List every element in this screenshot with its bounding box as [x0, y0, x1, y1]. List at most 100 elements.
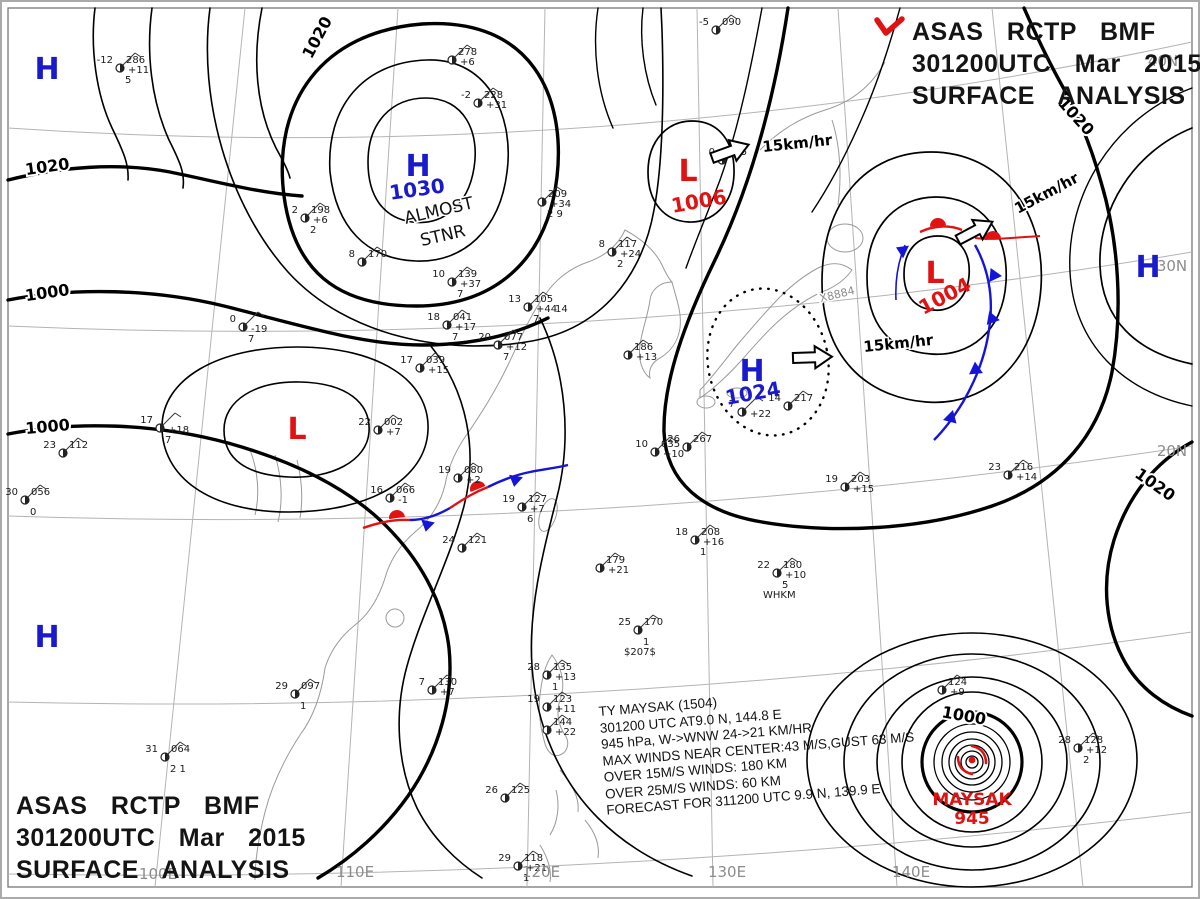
svg-text:5: 5 [782, 580, 788, 591]
station-plot: 31 064 2 1 [145, 741, 190, 775]
title-block-top-right: ASAS RCTP BMF 301200UTC Mar 2015 SURFACE… [912, 16, 1200, 112]
svg-text:112: 112 [69, 440, 88, 451]
svg-text:035: 035 [661, 439, 680, 450]
svg-text:H: H [1135, 250, 1160, 285]
station-plot: 28 128+122 [1058, 732, 1107, 766]
chart-datetime-line: 301200UTC Mar 2015 [912, 50, 1200, 78]
map-annotation-label: STNR [418, 221, 467, 251]
latitude-label: 20N [1157, 442, 1187, 460]
svg-text:10: 10 [432, 269, 445, 280]
svg-text:H: H [34, 620, 59, 655]
svg-text:5: 5 [125, 75, 131, 86]
svg-text:228: 228 [484, 90, 503, 101]
station-plot: 26 125 [485, 782, 530, 803]
station-plot: 22 002+7 [358, 414, 403, 438]
svg-text:+11: +11 [555, 704, 576, 715]
station-plot: 0 -197 [230, 311, 267, 345]
svg-text:039: 039 [426, 355, 445, 366]
svg-text:2: 2 [310, 225, 316, 236]
svg-text:WHKM: WHKM [763, 590, 796, 601]
svg-text:+17: +17 [455, 322, 476, 333]
svg-text:128: 128 [1084, 735, 1103, 746]
station-plot: 16 066-1 [370, 482, 415, 506]
svg-text:1: 1 [643, 637, 649, 648]
svg-text:2 1: 2 1 [170, 764, 186, 775]
station-plot: 29 118+211 [498, 850, 547, 884]
svg-text:26: 26 [667, 434, 680, 445]
pressure-center-high: H [1135, 250, 1160, 285]
chart-type-line: SURFACE ANALYSIS [16, 856, 290, 884]
isobar-value-label: 1000 [24, 280, 71, 305]
svg-text:18: 18 [675, 527, 688, 538]
svg-text:2 9: 2 9 [547, 209, 563, 220]
station-plot: 23 216+14 [988, 459, 1037, 483]
movement-speed-label: 15km/hr [1011, 168, 1082, 217]
svg-text:056: 056 [31, 487, 50, 498]
svg-text:+13: +13 [636, 352, 657, 363]
svg-text:139: 139 [458, 269, 477, 280]
svg-text:14: 14 [555, 304, 568, 315]
svg-text:+6: +6 [460, 57, 475, 68]
svg-text:+7: +7 [440, 687, 455, 698]
svg-text:22: 22 [358, 417, 371, 428]
svg-text:267: 267 [693, 434, 712, 445]
svg-text:7: 7 [457, 289, 463, 300]
svg-text:180: 180 [783, 560, 802, 571]
movement-speed-label: 15km/hr [762, 131, 834, 156]
svg-text:0: 0 [230, 314, 236, 325]
svg-text:1004: 1004 [915, 272, 975, 319]
station-plot: 26 267 [667, 431, 712, 452]
svg-text:23: 23 [43, 440, 56, 451]
station-plot: 19 123+11 [527, 691, 576, 715]
svg-text:080: 080 [464, 465, 483, 476]
station-plot: 19 127+76 [502, 491, 547, 525]
svg-text:0: 0 [30, 507, 36, 518]
station-plot: 10 139+377 [432, 266, 481, 300]
station-plot: 8 170 [349, 246, 387, 267]
dotted-high-circle [706, 287, 830, 437]
svg-text:-19: -19 [251, 324, 267, 335]
station-plot: 209+342 9 [537, 186, 571, 220]
svg-text:7: 7 [419, 677, 425, 688]
station-plot: 19 203+15 [825, 471, 874, 495]
svg-text:7: 7 [452, 332, 458, 343]
svg-text:23: 23 [988, 462, 1001, 473]
svg-text:25: 25 [618, 617, 631, 628]
svg-text:217: 217 [794, 393, 813, 404]
svg-text:170: 170 [644, 617, 663, 628]
svg-text:H: H [34, 52, 59, 87]
svg-text:-12: -12 [97, 55, 113, 66]
svg-text:+6: +6 [313, 215, 328, 226]
svg-text:+9: +9 [950, 687, 965, 698]
svg-text:135: 135 [553, 662, 572, 673]
station-plot: 18 041+177 [427, 309, 476, 343]
svg-text:+37: +37 [460, 279, 481, 290]
typhoon-symbol [956, 744, 988, 776]
svg-text:31: 31 [145, 744, 158, 755]
svg-text:+34: +34 [550, 199, 571, 210]
svg-text:125: 125 [511, 785, 530, 796]
station-plot: 10 035+10 [635, 436, 684, 460]
map-annotation-label: X8884 [818, 284, 856, 305]
svg-text:1: 1 [700, 547, 706, 558]
svg-text:13: 13 [508, 294, 521, 305]
longitude-label: 120E [522, 863, 560, 881]
station-plot: 24 121 [442, 532, 487, 553]
svg-text:29: 29 [275, 681, 288, 692]
svg-text:+10: +10 [785, 570, 806, 581]
svg-text:7: 7 [729, 399, 735, 410]
pressure-center-high: H [34, 52, 59, 87]
station-plot: 28 135+131 [527, 659, 576, 693]
svg-text:18: 18 [427, 312, 440, 323]
svg-text:+18: +18 [168, 425, 189, 436]
svg-text:209: 209 [548, 189, 567, 200]
station-plot: 19 080+2 [438, 462, 483, 486]
svg-text:-5: -5 [699, 17, 709, 28]
station-plot: 8 117+242 [599, 236, 641, 270]
svg-text:29: 29 [498, 853, 511, 864]
svg-text:+13: +13 [555, 672, 576, 683]
